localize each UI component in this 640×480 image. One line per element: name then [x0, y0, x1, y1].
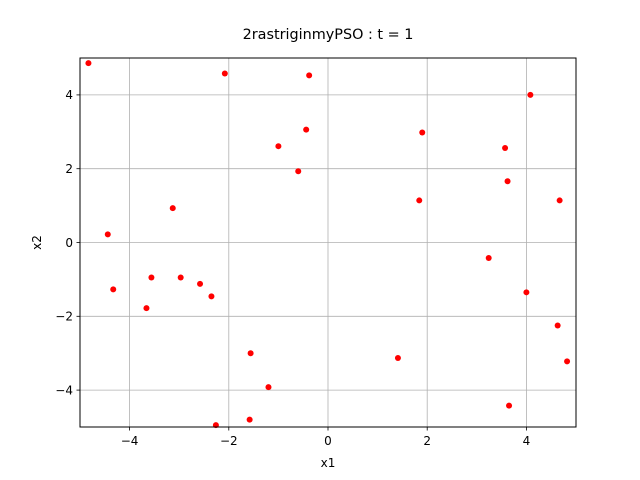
data-point [143, 305, 150, 312]
data-point [275, 143, 282, 150]
data-point [247, 350, 254, 357]
data-point [485, 254, 492, 261]
data-point [556, 197, 563, 204]
y-axis-label: x2 [30, 235, 44, 250]
data-point [169, 205, 176, 212]
x-tick-label: −4 [121, 434, 139, 448]
x-tick-label: 4 [523, 434, 531, 448]
data-point [419, 129, 426, 136]
y-tick-label: 4 [65, 88, 73, 102]
data-point [504, 178, 511, 185]
y-tick-label: −4 [55, 383, 73, 397]
data-point [527, 91, 534, 98]
data-point [85, 60, 92, 67]
data-point [208, 293, 215, 300]
data-point [564, 358, 571, 365]
data-point [295, 168, 302, 175]
x-axis: −4 −2 0 2 4 [121, 427, 530, 448]
data-point [416, 197, 423, 204]
data-point [246, 416, 253, 423]
y-axis: −4 −2 0 2 4 [55, 88, 80, 397]
chart-title: 2rastriginmyPSO : t = 1 [243, 27, 414, 43]
x-tick-label: 2 [423, 434, 431, 448]
data-points [85, 60, 571, 429]
x-tick-label: −2 [220, 434, 238, 448]
data-point [303, 126, 310, 133]
data-point [394, 354, 401, 361]
x-tick-label: 0 [324, 434, 332, 448]
y-tick-label: −2 [55, 310, 73, 324]
data-point [197, 280, 204, 287]
grid [80, 58, 576, 427]
data-point [104, 231, 111, 238]
data-point [554, 322, 561, 329]
y-tick-label: 0 [65, 236, 73, 250]
data-point [265, 384, 272, 391]
data-point [177, 274, 184, 281]
data-point [306, 72, 313, 79]
x-axis-label: x1 [321, 456, 336, 470]
data-point [221, 70, 228, 77]
data-point [506, 402, 513, 409]
data-point [148, 274, 155, 281]
data-point [523, 289, 530, 296]
data-point [502, 145, 509, 152]
data-point [110, 286, 117, 293]
y-tick-label: 2 [65, 162, 73, 176]
